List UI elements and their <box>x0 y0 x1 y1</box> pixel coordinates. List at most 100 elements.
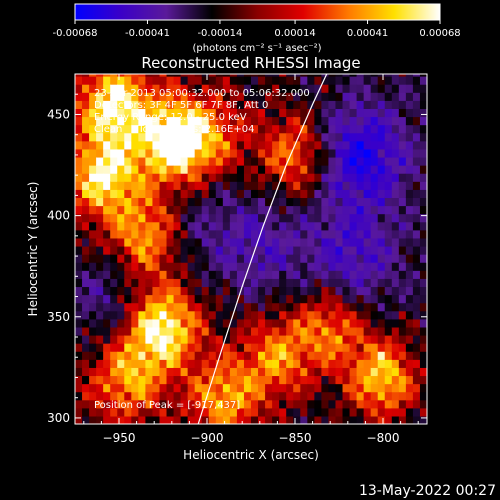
heatmap-cell <box>398 367 407 377</box>
heatmap-cell <box>201 391 210 401</box>
heatmap-cell <box>180 343 189 352</box>
heatmap-cell <box>96 165 104 174</box>
heatmap-cell <box>370 84 379 93</box>
heatmap-cell <box>398 334 407 344</box>
heatmap-cell <box>201 270 210 279</box>
heatmap-cell <box>293 213 301 223</box>
heatmap-cell <box>180 124 189 134</box>
heatmap-cell <box>384 270 393 279</box>
heatmap-cell <box>117 132 125 142</box>
heatmap-cell <box>103 294 111 304</box>
heatmap-cell <box>145 173 154 182</box>
heatmap-cell <box>138 399 146 409</box>
heatmap-cell <box>405 302 414 312</box>
heatmap-cell <box>328 221 337 231</box>
heatmap-cell <box>405 278 414 288</box>
heatmap-cell <box>152 124 161 134</box>
heatmap-cell <box>201 245 210 255</box>
heatmap-cell <box>96 318 104 328</box>
heatmap-cell <box>159 310 168 320</box>
heatmap-cell <box>370 140 379 150</box>
heatmap-cell <box>110 74 118 77</box>
heatmap-cell <box>75 270 83 279</box>
heatmap-cell <box>377 124 386 134</box>
heatmap-cell <box>243 399 252 409</box>
heatmap-cell <box>293 132 301 142</box>
heatmap-cell <box>131 165 139 174</box>
heatmap-cell <box>187 318 196 328</box>
heatmap-cell <box>166 100 175 109</box>
heatmap-cell <box>419 124 427 134</box>
heatmap-cell <box>384 189 393 199</box>
heatmap-cell <box>117 76 125 85</box>
heatmap-cell <box>89 318 97 328</box>
heatmap-cell <box>251 415 259 424</box>
heatmap-cell <box>293 74 301 77</box>
heatmap-cell <box>412 278 421 288</box>
heatmap-cell <box>187 367 196 377</box>
heatmap-cell <box>75 100 83 109</box>
heatmap-cell <box>131 156 139 166</box>
heatmap-cell <box>419 92 427 101</box>
heatmap-cell <box>173 326 182 336</box>
heatmap-cell <box>96 189 104 199</box>
heatmap-cell <box>335 108 344 118</box>
heatmap-cell <box>96 254 104 263</box>
heatmap-cell <box>96 229 104 239</box>
heatmap-cell <box>145 343 154 352</box>
heatmap-cell <box>265 415 273 424</box>
heatmap-cell <box>412 132 421 142</box>
heatmap-cell <box>243 213 252 223</box>
heatmap-cell <box>173 278 182 288</box>
heatmap-cell <box>152 359 161 368</box>
heatmap-cell <box>405 407 414 417</box>
heatmap-cell <box>82 74 90 77</box>
heatmap-cell <box>187 140 196 150</box>
heatmap-cell <box>208 262 217 271</box>
heatmap-cell <box>236 229 245 239</box>
heatmap-cell <box>405 383 414 393</box>
heatmap-cell <box>258 343 266 352</box>
heatmap-cell <box>370 367 379 377</box>
heatmap-cell <box>215 92 224 101</box>
heatmap-cell <box>110 229 118 239</box>
heatmap-cell <box>89 92 97 101</box>
heatmap-cell <box>391 310 400 320</box>
heatmap-cell <box>300 76 308 85</box>
heatmap-cell <box>265 181 273 190</box>
heatmap-cell <box>251 100 259 109</box>
heatmap-cell <box>117 278 125 288</box>
heatmap-cell <box>201 399 210 409</box>
heatmap-cell <box>187 294 196 304</box>
heatmap-cell <box>243 383 252 393</box>
heatmap-cell <box>321 108 330 118</box>
heatmap-cell <box>166 229 175 239</box>
heatmap-cell <box>201 367 210 377</box>
heatmap-cell <box>138 197 146 207</box>
heatmap-cell <box>251 237 259 247</box>
heatmap-cell <box>356 181 365 190</box>
heatmap-cell <box>215 173 224 182</box>
heatmap-cell <box>110 221 118 231</box>
heatmap-cell <box>384 245 393 255</box>
heatmap-cell <box>342 318 351 328</box>
heatmap-cell <box>279 181 287 190</box>
heatmap-cell <box>419 286 427 296</box>
heatmap-cell <box>152 407 161 417</box>
heatmap-cell <box>384 302 393 312</box>
heatmap-cell <box>363 359 372 368</box>
heatmap-cell <box>75 132 83 142</box>
heatmap-cell <box>391 294 400 304</box>
heatmap-cell <box>328 391 337 401</box>
heatmap-cell <box>307 92 315 101</box>
heatmap-cell <box>201 165 210 174</box>
heatmap-cell <box>131 286 139 296</box>
heatmap-cell <box>377 415 386 424</box>
heatmap-cell <box>145 100 154 109</box>
heatmap-cell <box>307 221 315 231</box>
heatmap-cell <box>103 399 111 409</box>
heatmap-cell <box>236 181 245 190</box>
heatmap-cell <box>293 189 301 199</box>
heatmap-cell <box>251 156 259 166</box>
